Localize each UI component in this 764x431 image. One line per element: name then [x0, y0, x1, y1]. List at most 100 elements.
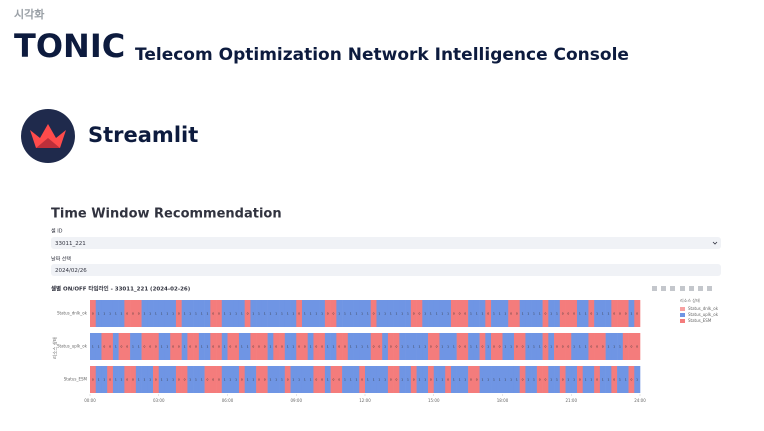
timeline-segment: [450, 333, 457, 360]
segment-label: 0: [287, 378, 289, 382]
timeline-segment: [336, 300, 343, 327]
timeline-segment: [617, 366, 624, 393]
timeline-segment: [130, 300, 137, 327]
x-tick-label: 09:00: [290, 398, 302, 403]
segment-label: 1: [333, 345, 335, 349]
segment-label: 0: [281, 345, 283, 349]
timeline-segment: [605, 366, 612, 393]
timeline-segment: [296, 300, 303, 327]
timeline-segment: [301, 366, 309, 393]
segment-label: 0: [625, 312, 627, 316]
modebar-button[interactable]: [670, 286, 675, 291]
modebar-button[interactable]: [680, 286, 685, 291]
segment-label: 0: [247, 312, 249, 316]
timeline-segment: [365, 333, 372, 360]
timeline-segment: [135, 333, 142, 360]
segment-label: 1: [270, 345, 272, 349]
segment-label: 1: [321, 312, 323, 316]
timeline-segment: [502, 333, 509, 360]
timeline-segment: [525, 366, 532, 393]
timeline-segment: [324, 366, 331, 393]
timeline-segment: [502, 300, 509, 327]
segment-label: 1: [327, 345, 329, 349]
timeline-segment: [405, 333, 412, 360]
segment-label: 1: [418, 378, 420, 382]
segment-label: 0: [149, 345, 151, 349]
timeline-segment: [468, 300, 475, 327]
segment-label: 1: [407, 378, 409, 382]
timeline-segment: [491, 366, 498, 393]
segment-label: 1: [550, 378, 552, 382]
date-input[interactable]: [51, 264, 721, 276]
timeline-segment: [112, 300, 119, 327]
segment-label: 1: [281, 378, 283, 382]
segment-label: 1: [315, 312, 317, 316]
modebar-button[interactable]: [689, 286, 694, 291]
timeline-segment: [296, 366, 303, 393]
segment-label: 1: [367, 312, 369, 316]
timeline-segment: [468, 366, 475, 393]
timeline-segment: [170, 366, 177, 393]
timeline-segment: [439, 300, 446, 327]
segment-label: 1: [608, 312, 610, 316]
segment-label: 0: [476, 378, 478, 382]
segment-label: 1: [630, 312, 632, 316]
timeline-segment: [124, 333, 131, 360]
segment-label: 0: [178, 312, 180, 316]
segment-label: 0: [229, 345, 231, 349]
segment-label: 1: [413, 345, 415, 349]
segment-label: 1: [252, 312, 254, 316]
segment-label: 0: [510, 312, 512, 316]
timeline-segment: [508, 366, 515, 393]
timeline-segment: [267, 300, 274, 327]
timeline-segment: [548, 333, 555, 360]
timeline-segment: [468, 333, 475, 360]
modebar-button[interactable]: [707, 286, 712, 291]
segment-label: 0: [522, 345, 524, 349]
select-box[interactable]: [51, 237, 721, 249]
segment-label: 1: [487, 378, 489, 382]
segment-label: 1: [98, 312, 100, 316]
segment-label: 0: [258, 345, 260, 349]
timeline-segment: [393, 333, 400, 360]
segment-label: 1: [573, 345, 575, 349]
timeline-segment: [376, 300, 383, 327]
segment-label: 0: [338, 378, 340, 382]
segment-label: 1: [602, 312, 604, 316]
segment-label: 1: [424, 312, 426, 316]
timeline-segment: [324, 300, 331, 327]
timeline-segment: [313, 333, 320, 360]
logo-crown: [30, 124, 66, 148]
timeline-segment: [347, 300, 354, 327]
timeline-segment: [576, 300, 584, 327]
timeline-segment: [101, 333, 108, 360]
segment-label: 0: [590, 345, 592, 349]
timeline-segment: [588, 333, 595, 360]
segment-label: 1: [143, 378, 145, 382]
segment-label: 0: [447, 378, 449, 382]
segment-label: 1: [206, 312, 208, 316]
segment-label: 0: [459, 312, 461, 316]
timeline-segment: [279, 366, 286, 393]
segment-label: 0: [562, 378, 564, 382]
brand-subtitle: Telecom Optimization Network Intelligenc…: [135, 45, 629, 65]
modebar-button[interactable]: [698, 286, 703, 291]
timeline-segment: [611, 366, 618, 393]
segment-label: 1: [270, 312, 272, 316]
segment-label: 1: [161, 312, 163, 316]
segment-label: 1: [504, 345, 506, 349]
logo-text: Streamlit: [88, 123, 198, 147]
timeline-segment: [279, 333, 286, 360]
segment-label: 1: [550, 312, 552, 316]
segment-label: 1: [567, 378, 569, 382]
timeline-segment: [554, 366, 561, 393]
timeline-segment: [508, 333, 515, 360]
segment-label: 1: [287, 345, 289, 349]
modebar-button[interactable]: [652, 286, 657, 291]
timeline-segment: [617, 300, 624, 327]
segment-label: 0: [430, 378, 432, 382]
timeline-segment: [112, 333, 119, 360]
modebar-button[interactable]: [661, 286, 666, 291]
timeline-segment: [250, 366, 257, 393]
segment-label: 1: [504, 378, 506, 382]
